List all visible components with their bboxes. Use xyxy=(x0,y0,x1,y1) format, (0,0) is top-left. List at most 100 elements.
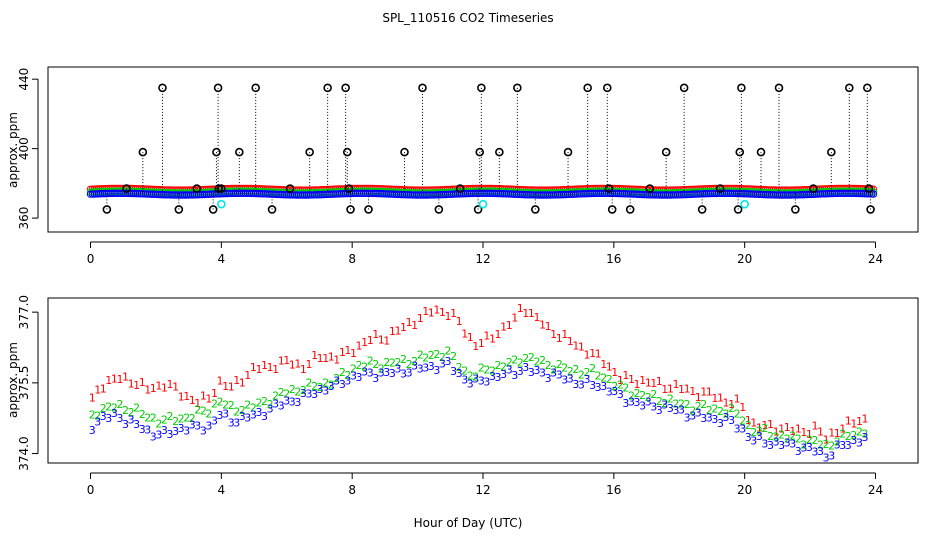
series-2-point: 2 xyxy=(812,434,819,447)
series-1-point: 1 xyxy=(161,382,168,395)
series-3-point: 3 xyxy=(622,397,629,410)
series-1-point: 1 xyxy=(117,373,124,386)
series-2-point: 2 xyxy=(700,398,707,411)
series-2-point: 2 xyxy=(500,360,507,373)
series-3-point: 3 xyxy=(417,362,424,375)
series-1-point: 1 xyxy=(428,307,435,320)
series-3-point: 3 xyxy=(128,413,135,426)
series-2-point: 2 xyxy=(545,359,552,372)
bottom-panel: 1111111111111111111111111111111111111111… xyxy=(6,295,919,497)
series-2-point: 2 xyxy=(461,365,468,378)
series-1-point: 1 xyxy=(723,397,730,410)
series-3-point xyxy=(638,190,646,199)
series-1-point: 1 xyxy=(417,312,424,325)
series-1-point: 1 xyxy=(217,374,224,387)
series-1-point: 1 xyxy=(439,306,446,319)
outlier-point xyxy=(733,205,743,214)
series-3-point: 3 xyxy=(789,438,796,451)
outlier-point xyxy=(866,205,875,214)
series-2-point: 2 xyxy=(823,438,830,451)
x-tick-label: 24 xyxy=(868,483,883,497)
top-y-axis-label: approx. ppm xyxy=(6,112,20,188)
series-1-point: 1 xyxy=(500,320,507,333)
outlier-point xyxy=(418,83,427,93)
series-1-point: 1 xyxy=(817,425,824,438)
series-2-point: 2 xyxy=(183,411,190,424)
series-3-point: 3 xyxy=(839,439,846,452)
top-plot-frame xyxy=(47,66,919,233)
series-1-point: 1 xyxy=(850,418,857,431)
series-3-point: 3 xyxy=(522,361,529,374)
top-axes: 0 4 8 12 16 20 24 360 400 440 xyxy=(17,68,883,266)
series-3-point: 3 xyxy=(550,367,557,380)
series-2-point: 2 xyxy=(105,400,112,413)
series-2-point: 2 xyxy=(483,364,490,377)
series-3-point: 3 xyxy=(294,396,301,409)
series-1-point: 1 xyxy=(761,419,768,432)
series-3-point: 3 xyxy=(133,418,140,431)
series-1-point: 1 xyxy=(684,383,691,396)
series-3-point xyxy=(239,189,248,198)
series-2-point: 2 xyxy=(172,415,179,428)
series-3-point xyxy=(720,189,729,198)
series-3-point: 3 xyxy=(344,374,351,387)
outlier-point xyxy=(473,205,483,214)
series-1-point: 1 xyxy=(467,331,474,344)
series-3-point xyxy=(538,191,546,199)
series-3-point: 3 xyxy=(711,413,718,426)
series-3-point: 3 xyxy=(406,367,413,380)
series-1-point: 1 xyxy=(673,378,680,391)
series-3-point xyxy=(669,191,678,199)
series-2-point: 2 xyxy=(717,405,724,418)
x-tick-label: 0 xyxy=(87,252,95,266)
series-2-point: 2 xyxy=(361,360,368,373)
x-tick-label: 20 xyxy=(737,252,752,266)
series-1-point: 1 xyxy=(472,340,479,353)
series-2-point: 2 xyxy=(328,379,335,392)
series-3-point: 3 xyxy=(678,404,685,417)
series-1-point: 1 xyxy=(717,391,724,404)
outlier-point xyxy=(305,147,314,157)
series-3-point xyxy=(236,189,244,198)
series-1-point: 1 xyxy=(244,369,251,382)
series-3-point: 3 xyxy=(845,439,852,452)
series-2-point: 2 xyxy=(300,384,307,397)
series-2-point: 2 xyxy=(845,430,852,443)
series-1-point: 1 xyxy=(634,378,641,391)
series-3-point: 3 xyxy=(194,419,201,432)
series-3-point: 3 xyxy=(650,401,657,414)
low-outlier-point xyxy=(478,199,488,209)
series-1-point: 1 xyxy=(272,363,279,376)
series-1-point: 1 xyxy=(545,320,552,333)
series-2-point: 2 xyxy=(450,350,457,363)
series-2-point: 2 xyxy=(661,397,668,410)
series-3-point: 3 xyxy=(183,425,190,438)
series-1-point: 1 xyxy=(133,379,140,392)
series-2-point: 2 xyxy=(306,376,313,389)
series-3-point xyxy=(408,191,417,199)
series-2-point: 2 xyxy=(511,353,518,366)
series-1-point: 1 xyxy=(823,434,830,447)
series-2-point: 2 xyxy=(506,356,513,369)
series-1-point: 1 xyxy=(200,389,207,402)
series-1-point: 1 xyxy=(645,376,652,389)
series-1-point: 1 xyxy=(567,335,574,348)
series-1-point: 1 xyxy=(361,336,368,349)
series-3-point: 3 xyxy=(122,418,129,431)
series-3-point: 3 xyxy=(289,395,296,408)
series-1-point: 1 xyxy=(589,347,596,360)
series-3-point: 3 xyxy=(228,417,235,430)
outlier-point xyxy=(475,147,485,157)
series-3-point xyxy=(237,189,246,198)
series-2-point: 2 xyxy=(745,419,752,432)
series-1-point: 1 xyxy=(539,318,546,331)
series-3-point: 3 xyxy=(773,435,780,448)
series-1-point: 1 xyxy=(534,311,541,324)
series-2-point: 2 xyxy=(478,362,485,375)
series-1-point: 1 xyxy=(584,348,591,361)
series-3-point xyxy=(177,191,185,199)
series-3-point: 3 xyxy=(378,366,385,379)
series-1-point: 1 xyxy=(728,398,735,411)
series-3-point: 3 xyxy=(339,378,346,391)
series-3-point xyxy=(836,189,844,198)
